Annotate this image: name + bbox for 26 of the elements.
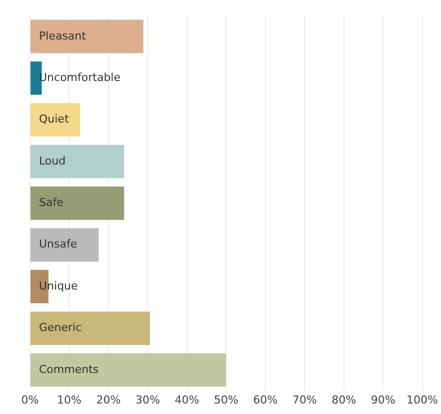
bar <box>30 353 226 387</box>
x-tick-label: 70% <box>292 393 317 406</box>
x-tick-label: 0% <box>21 393 39 406</box>
y-tick-label: Generic <box>39 321 82 334</box>
x-tick-label: 30% <box>135 393 160 406</box>
x-tick-label: 90% <box>370 393 396 406</box>
y-tick-label: Loud <box>39 154 66 168</box>
y-tick-label: Pleasant <box>39 29 87 42</box>
y-tick-label: Quiet <box>39 112 70 126</box>
x-tick-label: 60% <box>253 393 278 406</box>
x-tick-label: 50% <box>214 393 238 406</box>
x-tick-label: 100% <box>406 393 438 406</box>
y-tick-label: Unsafe <box>39 238 78 251</box>
bar <box>30 103 80 136</box>
x-tick-label: 20% <box>96 393 121 406</box>
bar <box>30 228 99 262</box>
bar <box>30 144 124 178</box>
x-tick-label: 80% <box>332 393 356 406</box>
bar <box>30 20 144 54</box>
y-tick-label: Comments <box>39 362 99 376</box>
bar <box>30 186 124 220</box>
bar <box>30 61 42 95</box>
x-tick-label: 40% <box>174 393 200 406</box>
bar <box>30 312 150 345</box>
y-tick-label: Safe <box>39 196 64 210</box>
x-tick-label: 10% <box>57 393 82 406</box>
